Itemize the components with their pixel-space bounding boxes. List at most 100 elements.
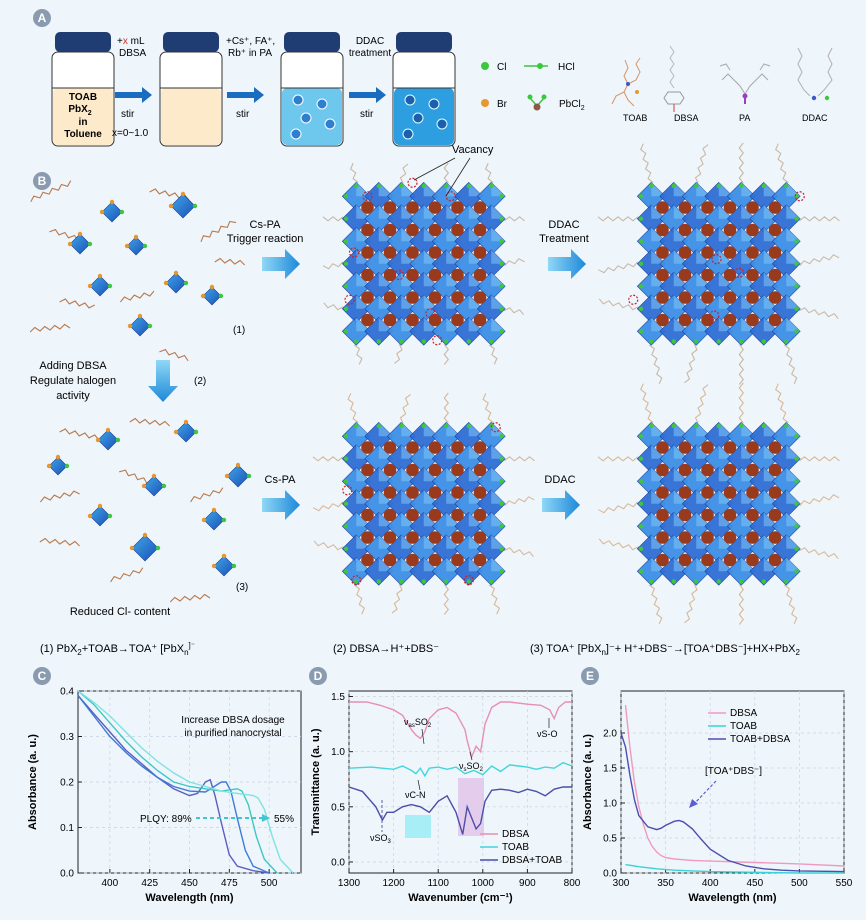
a-site-cation: [428, 223, 442, 237]
halogen-atom: [649, 339, 654, 344]
octahedron-face: [786, 444, 801, 459]
ligand-chain: [798, 307, 839, 320]
ftir-vas-so2: νasSO2: [404, 717, 432, 729]
ligand-chain: [119, 290, 155, 303]
cl-atom: [221, 517, 227, 523]
series-line-dbsa-toab: [348, 786, 572, 835]
ligand-chain: [443, 584, 450, 615]
halogen-atom: [499, 194, 504, 199]
octahedron-face: [786, 294, 801, 309]
halogen-atom: [444, 423, 449, 429]
a-site-cation: [451, 531, 464, 544]
vacancy-label: Vacancy: [452, 144, 494, 156]
halogen-atom: [794, 216, 799, 221]
panel-b-badge: [33, 172, 51, 190]
halogen-atom: [343, 524, 349, 529]
step3-arrow: [349, 87, 386, 103]
a-site-cation: [768, 508, 782, 522]
a-site-cation: [383, 201, 397, 214]
ligand-chain: [488, 344, 498, 365]
a-site-cation: [768, 268, 782, 282]
a-site-cation: [746, 441, 759, 454]
a-site-cation: [383, 441, 397, 454]
a-site-cation: [361, 223, 374, 237]
halogen-atom: [671, 339, 676, 344]
octahedron-face: [401, 422, 416, 437]
halogen-atom: [638, 569, 644, 574]
halogen-atom: [671, 579, 676, 584]
halogen-atom: [343, 546, 349, 551]
cl-atom-icon: [481, 62, 489, 70]
a-site-cation: [678, 463, 692, 477]
octahedron-face: [491, 227, 506, 242]
x-tick-label: 500: [261, 878, 278, 889]
series-line-toab-dbsa: [620, 732, 845, 873]
a-site-cation: [451, 553, 464, 567]
ligand-chain: [443, 392, 450, 424]
octahedron-face: [356, 182, 371, 197]
halogen-atom: [794, 434, 799, 439]
ligand-chain: [648, 344, 663, 385]
ligand-chain: [323, 302, 344, 311]
ligand-chain: [29, 323, 71, 333]
ligand-chain: [598, 261, 639, 274]
octahedron-face: [378, 422, 393, 437]
reduced-cl-label: Reduced Cl- content: [70, 606, 170, 618]
a-site-cation: [678, 246, 692, 259]
y-tick-label: 1.0: [331, 747, 345, 758]
halogen-atom: [499, 306, 504, 311]
y-tick-label: 0.0: [60, 869, 74, 880]
halogen-atom: [421, 339, 426, 344]
x-tick-label: 450: [746, 878, 763, 889]
halogen-atom: [499, 284, 504, 289]
halogen-atom: [343, 239, 349, 244]
halogen-atom: [794, 524, 799, 529]
octahedron-face: [401, 204, 416, 219]
a-site-cation: [406, 268, 419, 282]
halogen-atom: [343, 569, 349, 574]
ligand-chain: [775, 383, 789, 423]
x-axis-label: Wavenumber (cm⁻¹): [408, 892, 513, 904]
x-tick-label: 350: [657, 878, 674, 889]
a-site-cation: [473, 268, 487, 282]
vacancy-marker: [628, 294, 639, 305]
equation-2: (2) DBSA→H⁺+DBS⁻: [333, 643, 439, 655]
step2-arrow: [227, 87, 264, 103]
a-site-cation: [701, 201, 714, 214]
br-atom: [201, 517, 207, 523]
octahedron-face: [446, 227, 461, 242]
trigger-arrow: [262, 249, 300, 279]
ligand-chain: [503, 307, 525, 316]
br-atom: [180, 191, 186, 197]
br-atom: [235, 462, 241, 468]
ligand-chain: [353, 344, 363, 365]
step1-reagent: DBSA: [119, 48, 147, 59]
x-tick-label: 900: [519, 878, 536, 889]
ligand-chain: [684, 583, 698, 624]
ligand-chain: [313, 540, 344, 551]
halogen-atom: [499, 569, 504, 574]
x-axis-label: Wavelength (nm): [145, 892, 234, 904]
a-site-cation: [656, 531, 669, 544]
halogen-atom: [499, 329, 504, 334]
octahedron-face: [491, 557, 506, 572]
precursor-cluster-1: [29, 180, 246, 362]
pbx-octahedron: [202, 286, 222, 306]
a-site-cation: [383, 531, 397, 544]
halogen-atom: [343, 434, 349, 439]
ligand-chain: [322, 261, 344, 270]
cl-atom: [246, 473, 252, 479]
halogen-atom: [794, 546, 799, 551]
y-tick-label: 1.5: [331, 692, 345, 703]
halogen-atom: [638, 216, 644, 221]
ligand-chain: [694, 144, 709, 184]
a-site-cation: [473, 531, 487, 544]
octahedron-face: [423, 422, 438, 437]
a-site-cation: [723, 531, 737, 544]
y-tick-label: 0.5: [331, 802, 345, 813]
octahedron-face: [401, 182, 416, 197]
ddac-treatment-arrow: [548, 249, 586, 279]
octahedron-face: [491, 422, 506, 437]
halogen-atom: [489, 183, 494, 189]
halogen-atom: [784, 183, 789, 189]
